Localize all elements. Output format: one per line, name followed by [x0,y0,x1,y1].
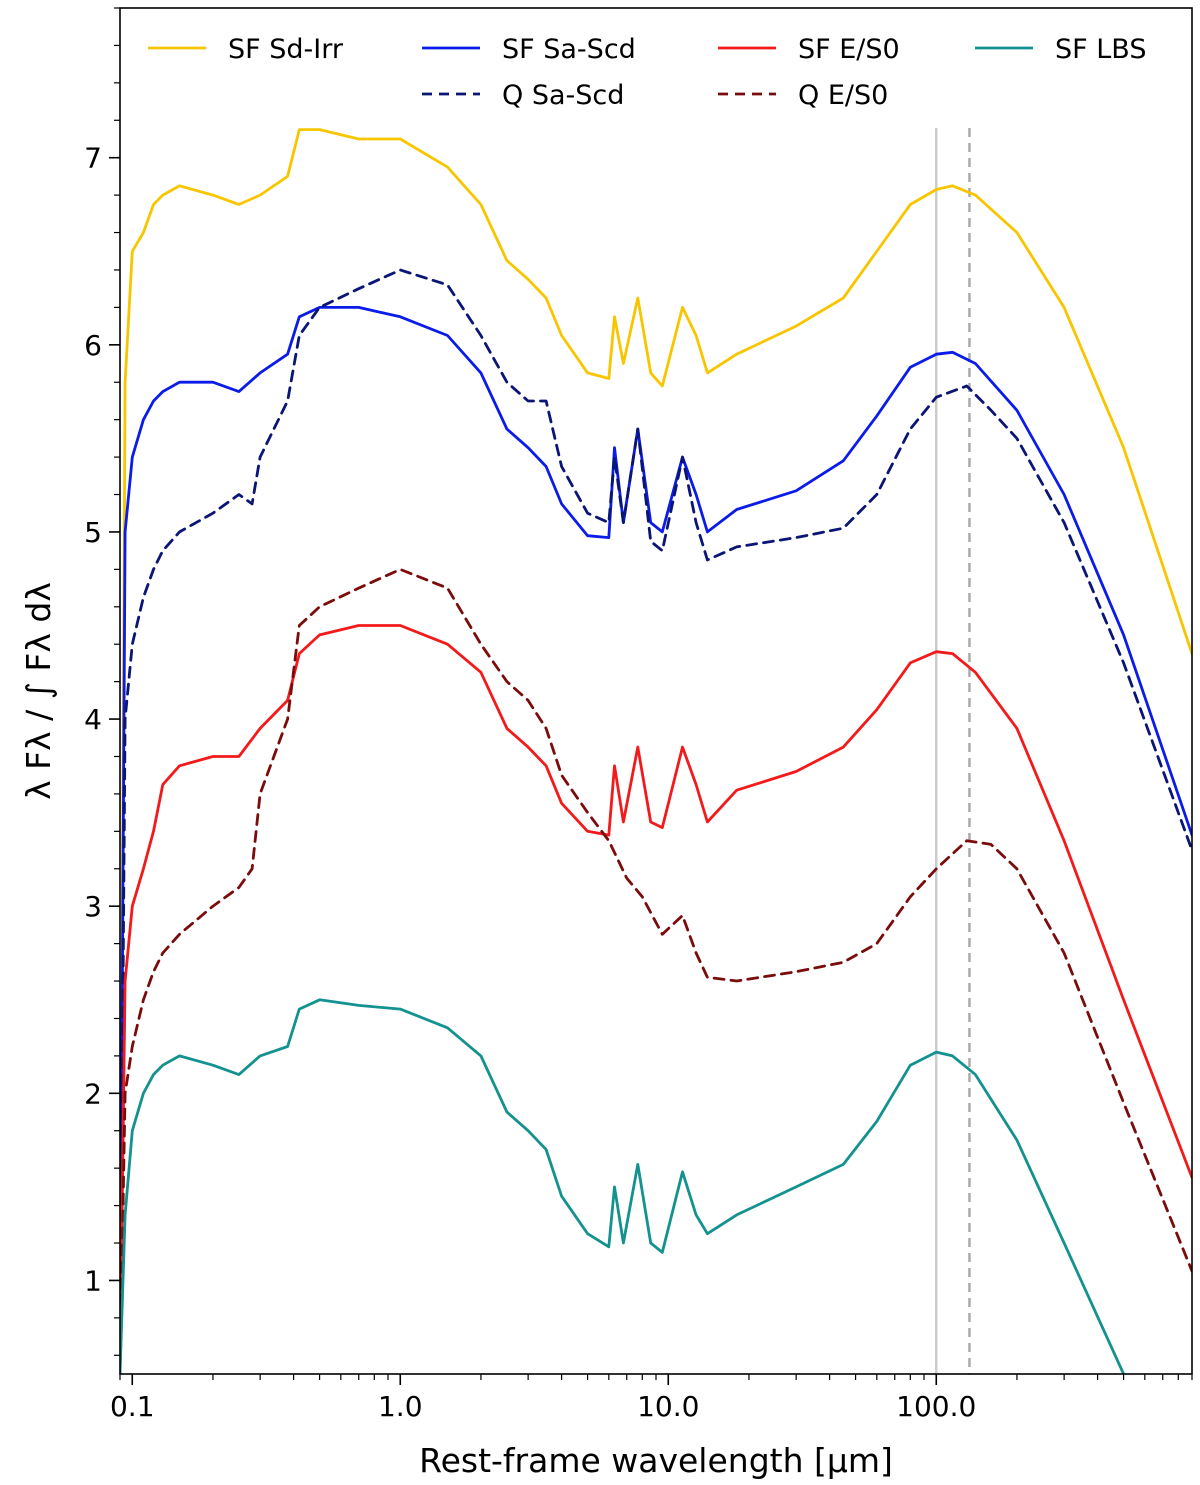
legend-label: SF LBS [1055,34,1146,65]
legend-label: Q E/S0 [798,80,888,111]
legend-label: SF E/S0 [798,34,900,65]
series-line-1 [120,306,1192,1374]
x-tick-label: 1.0 [378,1390,423,1423]
y-tick-label: 5 [84,516,102,549]
x-axis: 0.1 1.0 10.0 100.0 [110,1374,1193,1423]
y-tick-label: 1 [84,1264,102,1297]
y-tick-label: 7 [84,142,102,175]
x-axis-label: Rest-frame wavelength [μm] [419,1441,893,1480]
x-tick-label: 100.0 [896,1390,976,1423]
y-axis: 1 2 3 4 5 6 7 [84,7,120,1356]
y-axis-label: λ Fλ / ∫ Fλ dλ [19,582,58,800]
y-tick-label: 4 [84,703,102,736]
series-layer [120,128,1192,1374]
x-tick-label: 10.0 [637,1390,699,1423]
series-line-0 [120,128,1192,1374]
y-tick-label: 3 [84,890,102,923]
legend-label: SF Sd-Irr [228,34,344,65]
series-line-2 [120,268,1192,1374]
legend-label: Q Sa-Scd [502,80,624,111]
legend-label: SF Sa-Scd [502,34,636,65]
y-tick-label: 6 [84,329,102,362]
series-line-5 [120,998,1125,1374]
legend: SF Sd-Irr SF Sa-Scd SF E/S0 SF LBS Q Sa-Scd Q… [148,34,1146,111]
x-tick-label: 0.1 [110,1390,155,1423]
series-line-3 [120,624,1192,1374]
y-tick-label: 2 [84,1077,102,1110]
series-line-4 [120,568,1192,1374]
reference-lines [935,128,971,1374]
